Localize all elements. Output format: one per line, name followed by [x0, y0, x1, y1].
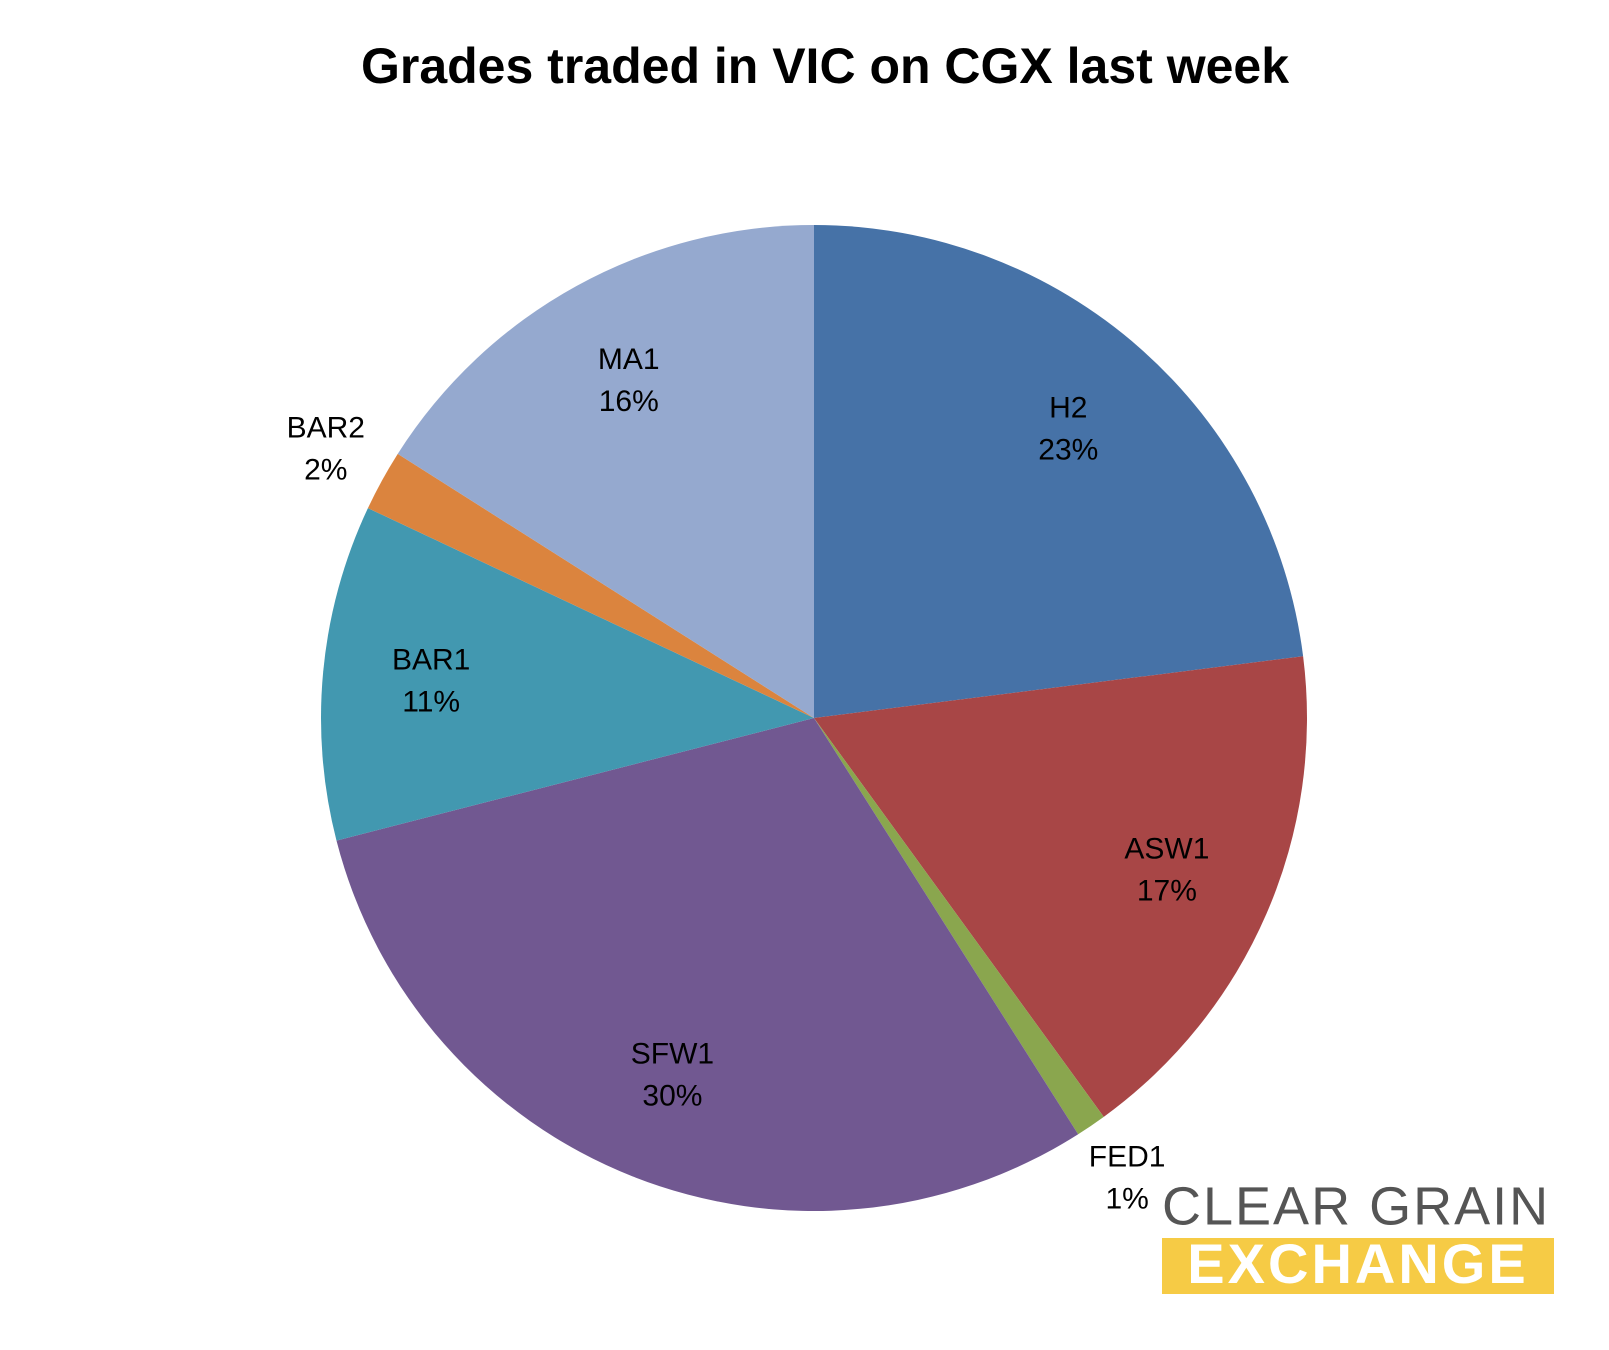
- pie-slice: [814, 225, 1304, 718]
- slice-label: MA1: [598, 343, 660, 376]
- slice-label: H2: [1049, 391, 1087, 424]
- logo: CLEAR GRAIN EXCHANGE: [1162, 1176, 1554, 1295]
- pie-slice: [814, 656, 1307, 1117]
- pie-slice: [321, 508, 814, 841]
- pie-slice: [367, 453, 814, 718]
- slice-label: BAR1: [392, 644, 470, 677]
- slice-value-label: 17%: [1137, 875, 1197, 908]
- slice-value-label: 23%: [1038, 433, 1098, 466]
- logo-line1: CLEAR GRAIN: [1162, 1176, 1550, 1236]
- slice-value-label: 16%: [599, 385, 659, 418]
- slice-label: FED1: [1089, 1141, 1166, 1174]
- slice-label: ASW1: [1124, 833, 1209, 866]
- slice-label: BAR2: [287, 412, 365, 445]
- pie-slice: [397, 225, 814, 718]
- logo-band: [1162, 1238, 1554, 1294]
- logo-line2: EXCHANGE: [1187, 1232, 1528, 1295]
- slice-value-label: 11%: [402, 686, 460, 719]
- chart-title: Grades traded in VIC on CGX last week: [361, 38, 1289, 94]
- slice-value-label: 2%: [304, 454, 347, 487]
- slice-value-label: 1%: [1105, 1183, 1148, 1216]
- slice-value-label: 30%: [642, 1079, 702, 1112]
- pie-slice: [814, 718, 1104, 1135]
- slice-label: SFW1: [631, 1037, 714, 1070]
- pie-slice: [336, 718, 1079, 1211]
